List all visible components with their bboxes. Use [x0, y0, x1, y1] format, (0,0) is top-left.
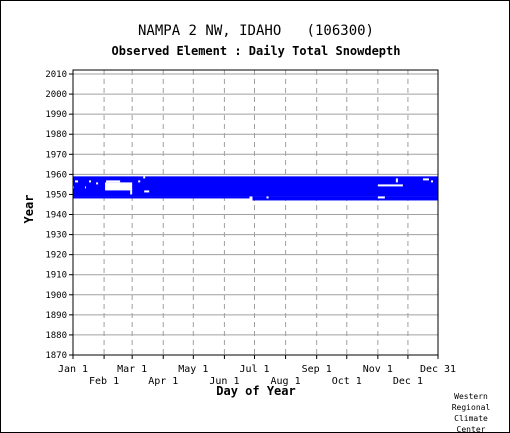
y-tick-label: 1970 — [45, 150, 67, 160]
x-tick-label: Oct 1 — [332, 376, 362, 387]
y-tick-label: 1890 — [45, 311, 67, 321]
x-tick-label: Dec 31 — [420, 364, 456, 375]
credit-text: Western Regional Climate Center — [441, 391, 501, 433]
missing-data-gap — [106, 180, 121, 183]
y-tick-label: 1960 — [45, 170, 67, 180]
x-tick-label: Jun 1 — [209, 376, 239, 387]
data-coverage-bar — [252, 196, 438, 201]
x-axis-label: Day of Year — [216, 384, 296, 398]
missing-data-gap — [144, 190, 150, 193]
missing-data-gap — [422, 178, 429, 181]
y-tick-label: 1980 — [45, 130, 67, 140]
x-tick-label: May 1 — [178, 364, 208, 375]
missing-data-gap — [85, 186, 87, 189]
x-tick-label: Feb 1 — [89, 376, 119, 387]
chart-title: NAMPA 2 NW, IDAHO (106300) — [137, 23, 374, 39]
missing-data-gap — [377, 196, 385, 199]
x-tick-label: Mar 1 — [117, 364, 147, 375]
missing-data-gap — [130, 190, 133, 195]
x-tick-label: Dec 1 — [393, 376, 423, 387]
missing-data-gap — [89, 180, 92, 183]
y-tick-label: 1990 — [45, 110, 67, 120]
x-tick-label: Jul 1 — [239, 364, 269, 375]
credit-line: Regional — [451, 403, 491, 412]
y-tick-label: 1940 — [45, 211, 67, 221]
y-tick-label: 1910 — [45, 271, 67, 281]
missing-data-gap — [266, 196, 269, 199]
missing-data-gap — [377, 184, 403, 187]
data-coverage-bar — [73, 176, 438, 197]
y-tick-label: 1930 — [45, 231, 67, 241]
missing-data-gap — [96, 182, 99, 185]
x-tick-label: Aug 1 — [271, 376, 301, 387]
data-coverage-bar — [73, 196, 250, 199]
y-tick-label: 1950 — [45, 190, 67, 200]
plot-border — [72, 69, 439, 356]
y-tick-label: 1900 — [45, 291, 67, 301]
credit-line: Climate — [454, 414, 488, 423]
x-tick-label: Sep 1 — [302, 364, 332, 375]
y-tick-label: 1880 — [45, 331, 67, 341]
credit-line: Western — [454, 392, 488, 401]
y-tick-label: 1870 — [45, 351, 67, 361]
missing-data-gap — [143, 176, 146, 179]
missing-data-gap — [430, 180, 433, 183]
x-tick-label: Nov 1 — [363, 364, 393, 375]
credit-line: Center — [456, 425, 486, 433]
y-tick-label: 1920 — [45, 251, 67, 261]
x-tick-label: Apr 1 — [148, 376, 178, 387]
y-tick-label: 2000 — [45, 90, 67, 100]
missing-data-gap — [395, 178, 398, 183]
missing-data-gap — [138, 180, 141, 183]
missing-data-gap — [73, 186, 75, 189]
missing-data-gap — [105, 182, 133, 191]
missing-data-gap — [75, 180, 79, 183]
x-tick-label: Jan 1 — [58, 364, 88, 375]
y-tick-label: 2010 — [45, 70, 67, 80]
chart-subtitle: Observed Element : Daily Total Snowdepth — [111, 44, 401, 58]
